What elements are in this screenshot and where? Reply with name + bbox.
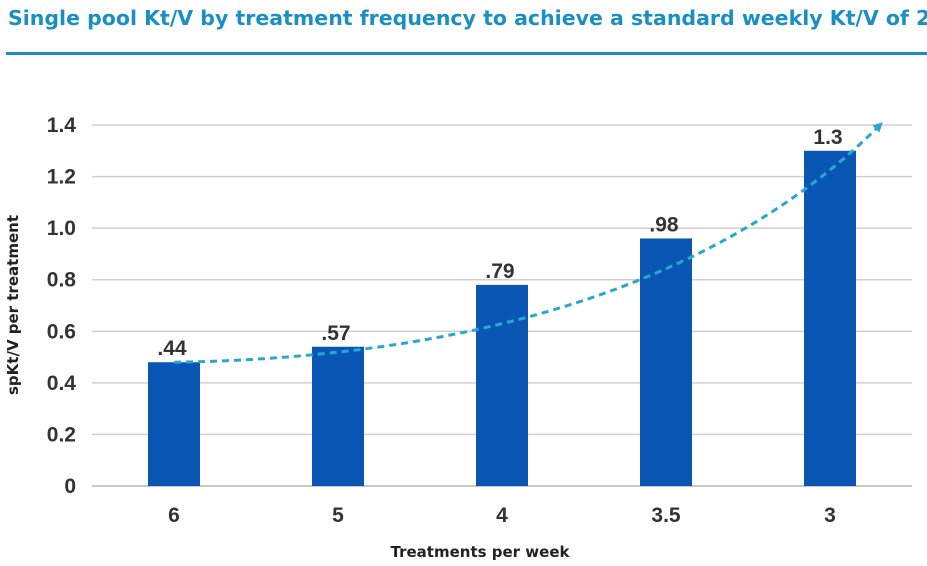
- bars: [148, 150, 856, 487]
- x-tick-label: 6: [168, 504, 180, 527]
- bar: [804, 150, 856, 487]
- x-tick-label: 3.5: [651, 504, 681, 527]
- trend-line: [173, 122, 883, 364]
- data-label: .98: [649, 213, 679, 236]
- x-tick-label: 5: [332, 504, 344, 527]
- bar: [312, 346, 364, 486]
- x-tick-label: 4: [496, 504, 508, 527]
- bar: [640, 238, 692, 486]
- trend-curve: [173, 122, 883, 364]
- x-axis-title: Treatments per week: [391, 543, 571, 561]
- y-tick-label: 1.4: [47, 114, 77, 137]
- gridlines: [92, 124, 912, 487]
- x-tick-label: 3: [824, 504, 836, 527]
- y-tick-label: 0.2: [47, 423, 76, 446]
- labels: 0 0.2 0.4 0.6 0.8 1.0 1.2 1.4 .44 6 .57 5 .79 4 .98 3.5…: [47, 114, 843, 527]
- y-tick-label: 1.2: [47, 166, 76, 189]
- y-tick-label: 0.6: [47, 320, 76, 343]
- chart-title: Single pool Kt/V by treatment frequency …: [8, 6, 927, 30]
- data-label: 1.3: [813, 126, 842, 149]
- y-tick-label: 1.0: [47, 217, 76, 240]
- y-tick-label: 0.4: [47, 372, 77, 395]
- y-tick-label: 0: [64, 475, 76, 498]
- bar: [148, 362, 200, 486]
- bar: [476, 284, 528, 486]
- y-tick-label: 0.8: [47, 269, 77, 292]
- data-label: .44: [157, 337, 187, 360]
- data-label: .79: [485, 260, 514, 283]
- y-axis-title: spKt/V per treatment: [4, 215, 22, 395]
- title-divider: [6, 52, 927, 55]
- data-label: .57: [321, 322, 350, 345]
